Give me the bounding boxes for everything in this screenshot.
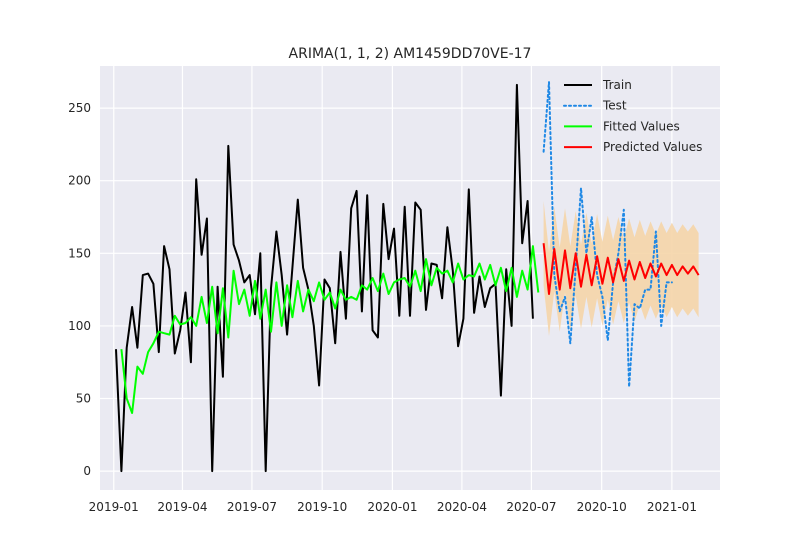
legend-label-train: Train (602, 78, 632, 92)
test-line (542, 81, 673, 388)
predicted-values-line (542, 243, 700, 295)
legend-label-predicted-values: Predicted Values (603, 140, 702, 154)
x-tick-label: 2020-07 (506, 500, 556, 514)
y-tick-label: 150 (68, 246, 91, 260)
legend: Train Test Fitted Values Predicted Values (563, 78, 702, 154)
y-tick-label: 250 (68, 101, 91, 115)
x-tick-label: 2019-01 (89, 500, 139, 514)
x-tick-label: 2019-07 (227, 500, 277, 514)
legend-label-test: Test (602, 99, 627, 113)
x-tick-label: 2019-10 (297, 500, 347, 514)
legend-label-fitted-values: Fitted Values (603, 119, 680, 133)
y-tick-label: 50 (76, 392, 91, 406)
series-lines (115, 81, 700, 473)
x-tick-label: 2020-10 (577, 500, 627, 514)
x-tick-label: 2019-04 (157, 500, 207, 514)
x-tick-label: 2020-01 (367, 500, 417, 514)
train-line (115, 83, 534, 473)
y-tick-label: 100 (68, 319, 91, 333)
fitted-values-line (120, 245, 540, 414)
y-tick-label: 0 (83, 464, 91, 478)
x-tick-label: 2020-04 (437, 500, 487, 514)
x-tick-label: 2021-01 (647, 500, 697, 514)
grid-lines (100, 66, 720, 490)
x-axis-ticks: 2019-01 2019-04 2019-07 2019-10 2020-01 2020-… (89, 500, 697, 514)
chart-title: ARIMA(1, 1, 2) AM1459DD70VE-17 (289, 46, 532, 62)
y-tick-label: 200 (68, 174, 91, 188)
y-axis-ticks: 0 50 100 150 200 250 (68, 101, 91, 478)
